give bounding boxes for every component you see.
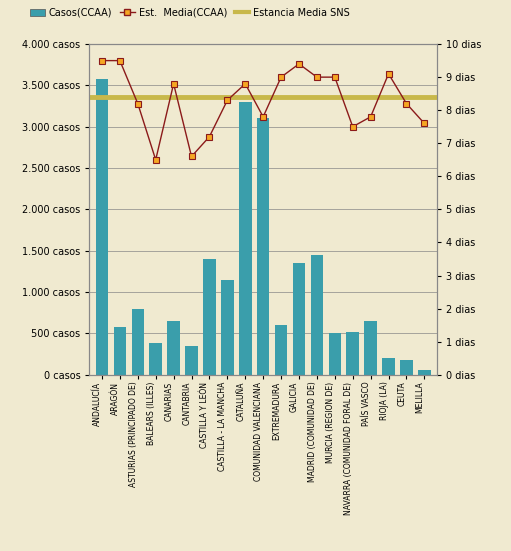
Bar <box>382 358 395 375</box>
Legend: Casos(CCAA), Est.  Media(CCAA), Estancia Media SNS: Casos(CCAA), Est. Media(CCAA), Estancia … <box>31 8 350 18</box>
Bar <box>239 102 251 375</box>
Bar <box>311 255 323 375</box>
Bar <box>257 118 269 375</box>
Bar <box>131 309 144 375</box>
Bar <box>346 332 359 375</box>
Bar <box>329 333 341 375</box>
Bar <box>96 79 108 375</box>
Bar <box>113 327 126 375</box>
Bar <box>185 346 198 375</box>
Bar <box>364 321 377 375</box>
Bar <box>293 263 305 375</box>
Bar <box>221 280 234 375</box>
Bar <box>203 259 216 375</box>
Bar <box>400 360 413 375</box>
Bar <box>149 343 162 375</box>
Bar <box>167 321 180 375</box>
Bar <box>275 325 287 375</box>
Bar <box>418 370 431 375</box>
